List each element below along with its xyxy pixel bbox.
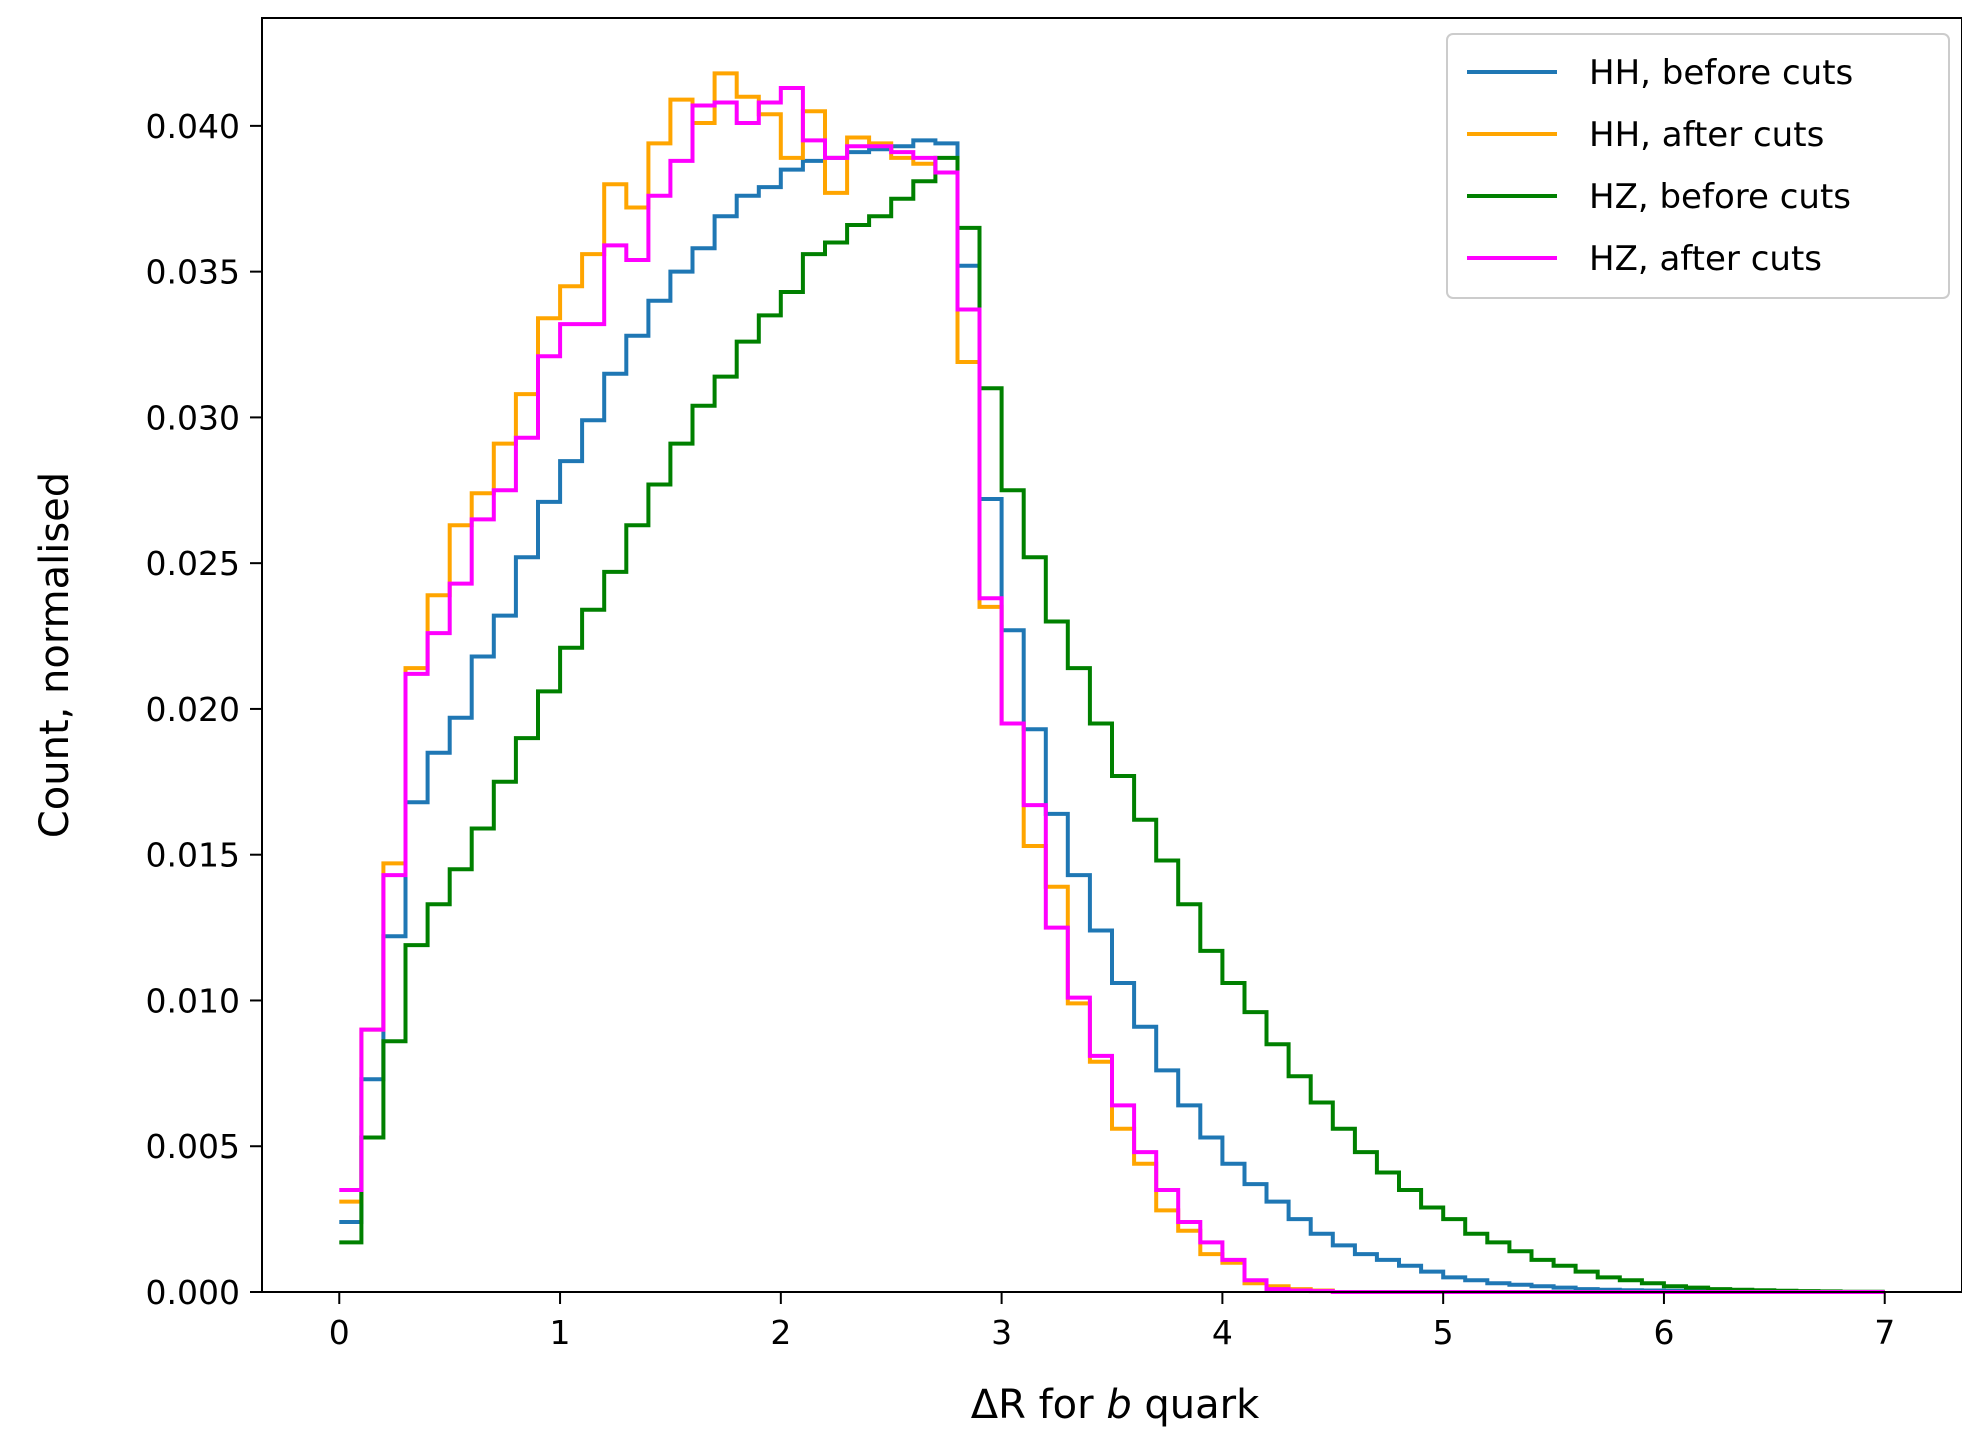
plot-area-frame bbox=[261, 17, 1962, 1293]
x-axis-label-for: for bbox=[1026, 1382, 1106, 1428]
y-tick-label: 0.030 bbox=[146, 398, 240, 437]
y-tick-label: 0.035 bbox=[146, 253, 240, 292]
x-axis-label-quark: quark bbox=[1132, 1382, 1260, 1428]
x-tick-label: 4 bbox=[1212, 1313, 1233, 1352]
x-tick-label: 3 bbox=[991, 1313, 1012, 1352]
y-tick-label: 0.005 bbox=[146, 1127, 240, 1166]
x-tick-label: 6 bbox=[1653, 1313, 1674, 1352]
x-tick-label: 2 bbox=[770, 1313, 791, 1352]
y-tick-label: 0.040 bbox=[146, 107, 240, 146]
legend-label-1: HH, after cuts bbox=[1589, 115, 1824, 155]
x-tick-label: 7 bbox=[1874, 1313, 1895, 1352]
legend: HH, before cuts HH, after cuts HZ, before … bbox=[1446, 33, 1950, 299]
legend-label-0: HH, before cuts bbox=[1589, 53, 1853, 93]
y-tick-label: 0.020 bbox=[146, 690, 240, 729]
series-line-0 bbox=[339, 138, 1885, 1294]
x-tick-label: 1 bbox=[550, 1313, 571, 1352]
legend-label-2: HZ, before cuts bbox=[1589, 177, 1851, 217]
x-axis-label-b: b bbox=[1106, 1382, 1131, 1428]
y-tick-label: 0.025 bbox=[146, 544, 240, 583]
y-axis-label: Count, normalised bbox=[32, 472, 78, 838]
series-layer bbox=[339, 71, 1885, 1294]
x-tick-label: 5 bbox=[1433, 1313, 1454, 1352]
x-axis-label-delta-r: ΔR bbox=[971, 1382, 1026, 1428]
legend-box bbox=[1446, 33, 1950, 299]
y-tick-label: 0.015 bbox=[146, 836, 240, 875]
x-tick-label: 0 bbox=[329, 1313, 350, 1352]
y-axis: 0.000 0.005 0.010 0.015 0.020 0.025 0.030 0.035… bbox=[146, 107, 262, 1312]
series-line-2 bbox=[339, 155, 1885, 1294]
legend-label-3: HZ, after cuts bbox=[1589, 239, 1822, 279]
y-tick-label: 0.000 bbox=[146, 1273, 240, 1312]
x-axis: 0 1 2 3 4 5 6 7 bbox=[329, 1292, 1895, 1352]
y-tick-label: 0.010 bbox=[146, 981, 240, 1020]
x-axis-label: ΔR for b quark bbox=[971, 1382, 1260, 1428]
